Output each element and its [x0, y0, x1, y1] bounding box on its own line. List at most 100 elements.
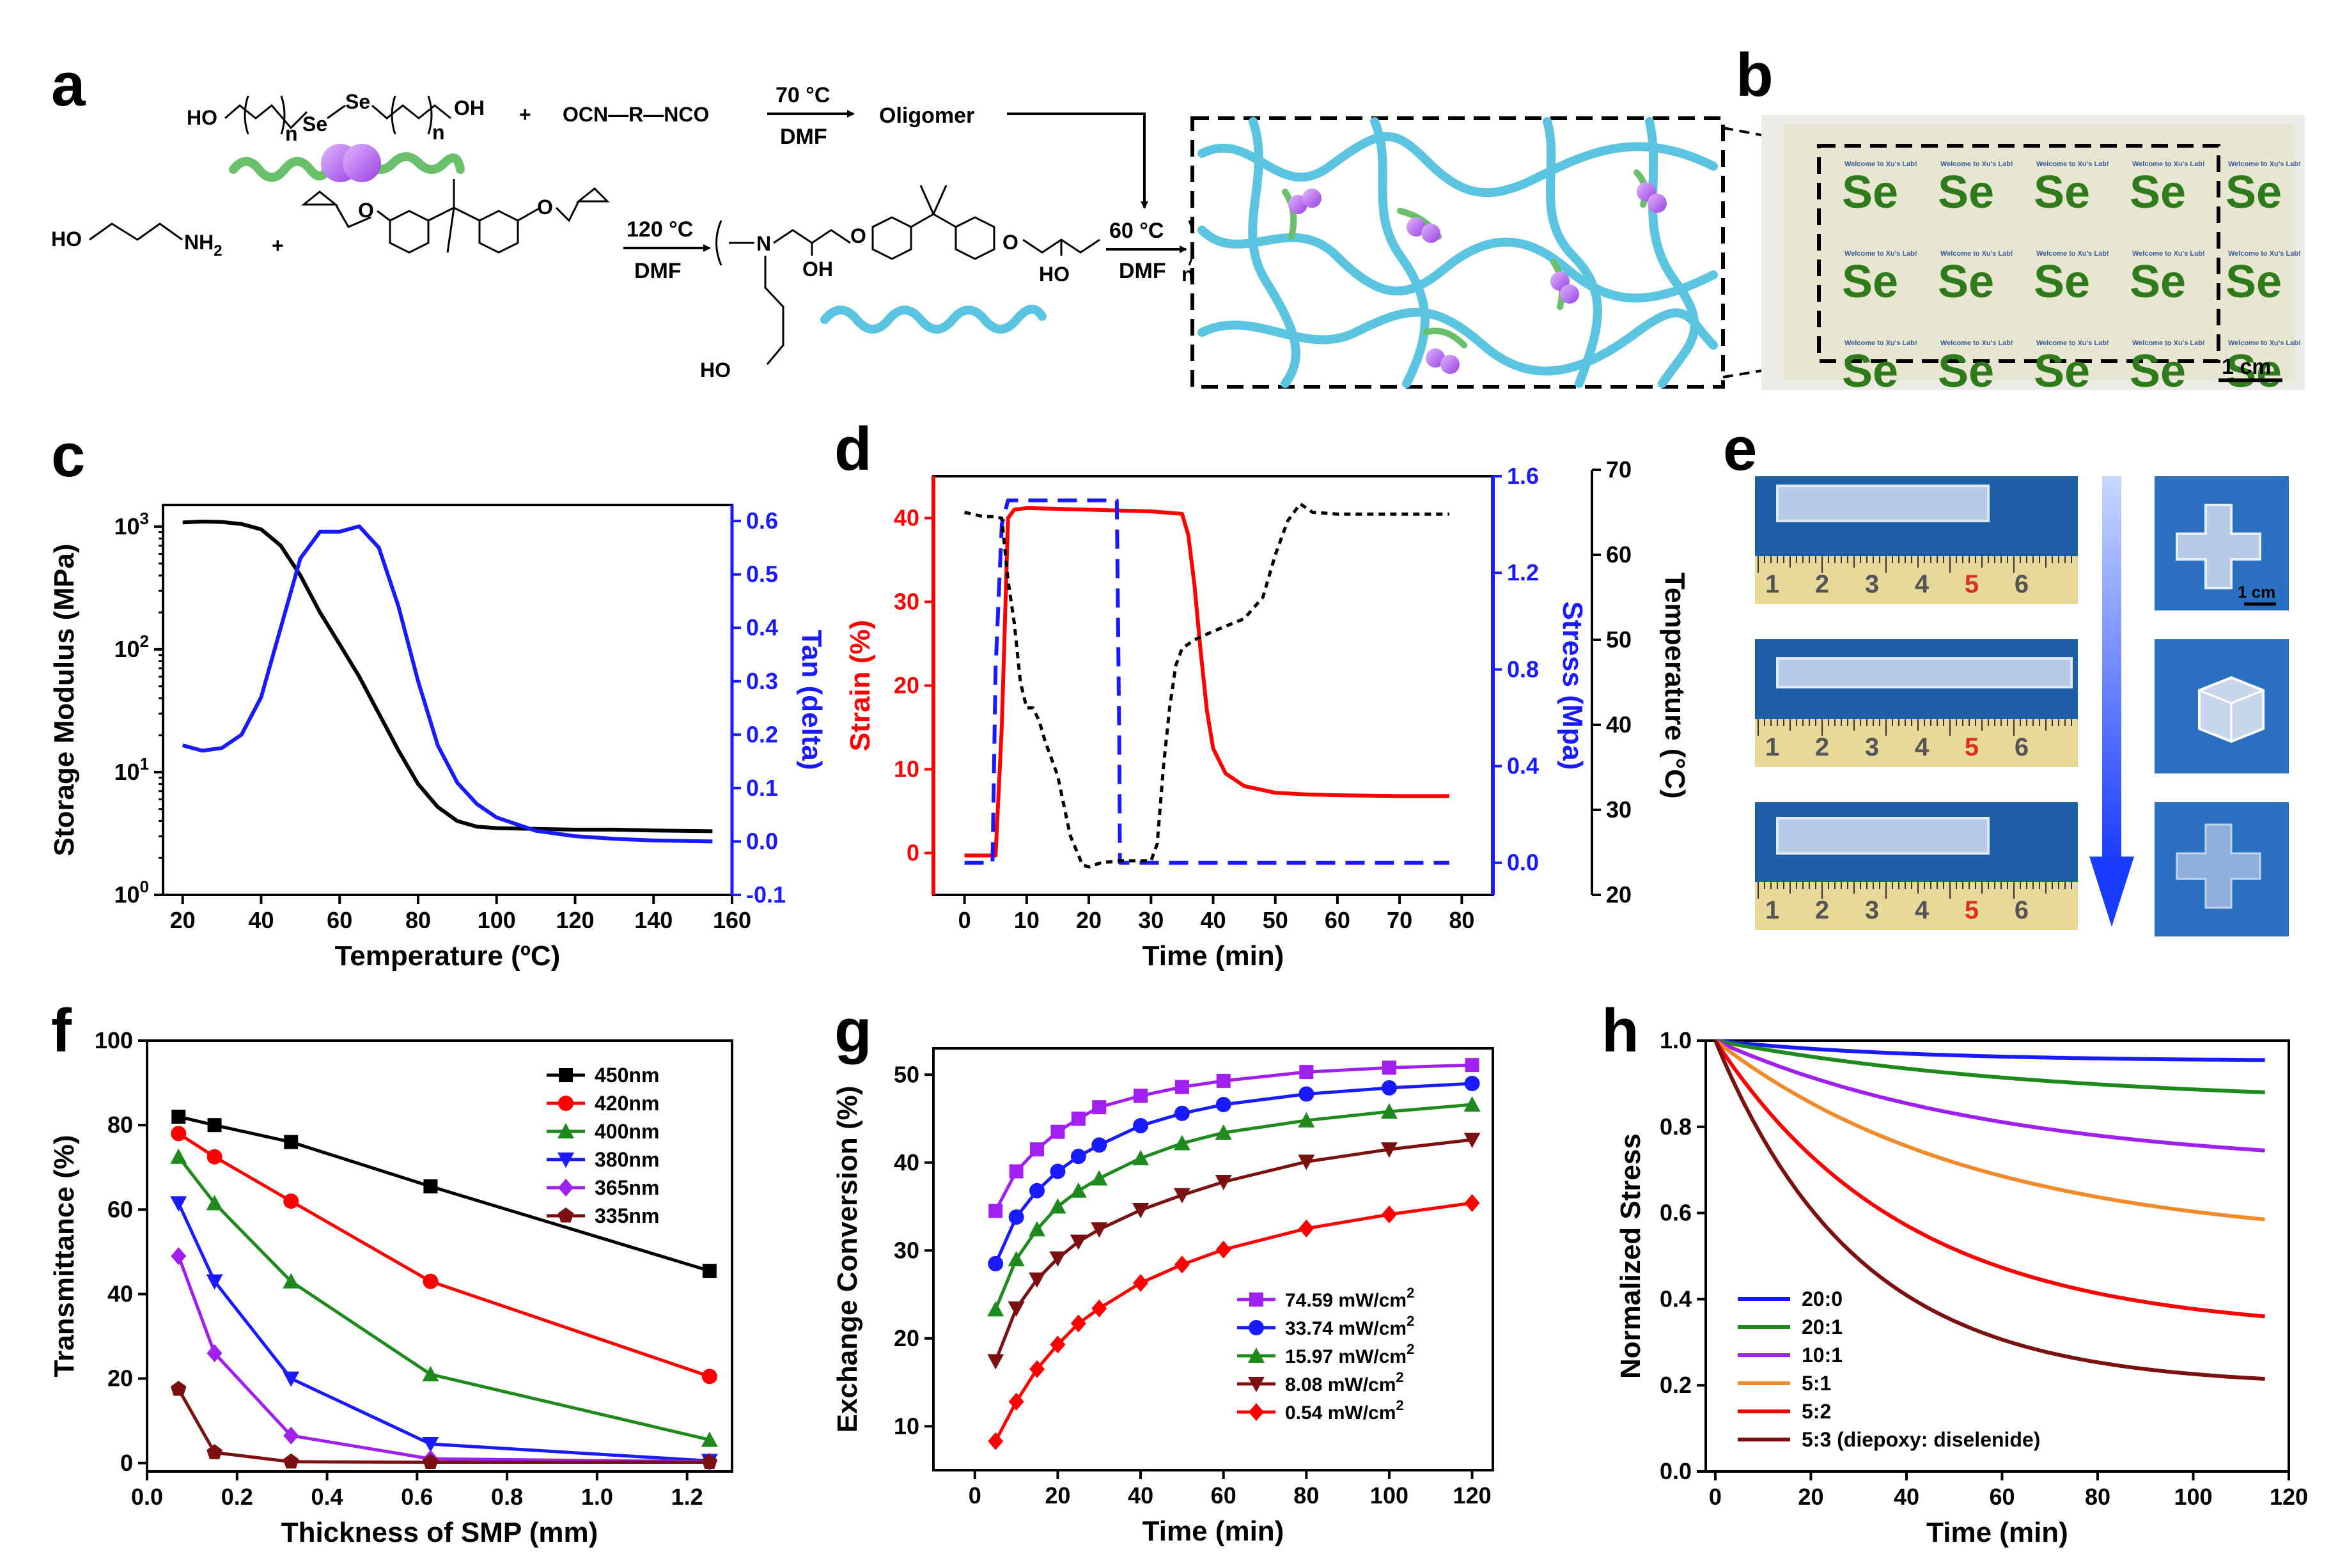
y3-tick-label: 20 [1606, 881, 1632, 908]
panel-label-h: h [1602, 997, 1639, 1065]
x-tick-label: 80 [1293, 1482, 1319, 1509]
data-point [1298, 1112, 1315, 1128]
photo-e: 1 2 3 4 5 6 1 2 3 4 5 6 1 2 3 4 5 6 1 cm [1755, 476, 2289, 936]
plot-frame [162, 504, 733, 896]
se-logo: Se [1938, 167, 1994, 218]
legend-marker [1249, 1292, 1263, 1307]
photo-b-label-text: Welcome to Xu's Lab! [2036, 250, 2109, 258]
y-tick-label: 40 [107, 1280, 133, 1307]
y-tick-label: -0.1 [746, 881, 786, 908]
x-tick-label: 50 [1263, 907, 1288, 933]
data-point [1070, 1314, 1086, 1333]
panel-label-a: a [51, 50, 86, 119]
y-tick-label: 0 [120, 1450, 133, 1476]
origami-photo-3 [2155, 802, 2289, 936]
data-point [988, 1204, 1003, 1218]
data-point [1173, 1188, 1190, 1204]
process-arrow-shaft [2102, 476, 2121, 860]
x-tick-label: 20 [1798, 1484, 1823, 1510]
x-tick-label: 40 [1128, 1482, 1153, 1509]
y-tick-label: 0.0 [1507, 850, 1539, 876]
y-tick-label: 20 [894, 672, 919, 699]
diol-chain-right [371, 104, 451, 120]
y-tick-label: 0.4 [1660, 1285, 1692, 1312]
x-tick-label: 10 [1014, 907, 1040, 933]
chart-c: 20 40 60 80 100 120 140 160 Temperature (ºC) 100 1… [49, 504, 827, 972]
ruler-digit: 6 [2015, 570, 2029, 598]
data-point [701, 1369, 717, 1385]
y-tick-label: 0.6 [1660, 1200, 1692, 1226]
x-tick-label: 80 [2085, 1484, 2110, 1510]
legend-marker [558, 1123, 574, 1138]
se-logo: Se [2130, 167, 2186, 218]
plot-frame [932, 475, 1494, 896]
x-tick-label: 120 [1453, 1482, 1492, 1509]
amine-chain [89, 222, 183, 241]
data-point [1091, 1300, 1107, 1317]
y-tick-label: 1.2 [1507, 559, 1539, 586]
ruler-digit: 2 [1815, 896, 1829, 924]
x-tick-label: 160 [713, 907, 751, 933]
legend-label: 20:1 [1802, 1316, 1843, 1339]
data-point [423, 1273, 439, 1289]
data-point [1132, 1149, 1150, 1165]
x-tick-label: 20 [1045, 1482, 1070, 1509]
ruler-digits: 1 2 3 4 5 6 1 2 3 4 5 6 1 2 3 4 5 6 [1758, 556, 2072, 924]
diol-n2: n [432, 121, 445, 144]
plot-frame [146, 1039, 733, 1473]
y3-tick-label: 40 [1606, 711, 1632, 738]
ruler-digit: 3 [1865, 896, 1879, 924]
x-tick-label: 0.6 [401, 1484, 433, 1510]
data-point [1050, 1335, 1066, 1354]
legend-label: 335nm [595, 1204, 659, 1227]
y-tick-label: 0.6 [746, 508, 778, 534]
strip-photo-2 [1755, 639, 2078, 767]
legend-label: 380nm [595, 1148, 659, 1171]
data-point [170, 1148, 187, 1164]
y-tick-label: 0.8 [1660, 1114, 1692, 1140]
data-point [1008, 1301, 1025, 1317]
data-point [1049, 1251, 1066, 1267]
data-point [283, 1371, 300, 1387]
data-point [207, 1444, 222, 1459]
y3-tick-label: 60 [1606, 541, 1632, 568]
panel-label-e: e [1723, 415, 1757, 483]
y-tick-label: 40 [894, 1149, 919, 1176]
data-point [987, 1301, 1004, 1317]
series-line-2 [994, 1103, 1472, 1310]
data-point [1091, 1222, 1108, 1238]
legend-label: 10:1 [1802, 1344, 1843, 1367]
x-tick-label: 1.0 [581, 1484, 613, 1510]
diol-se1: Se [302, 113, 327, 136]
y3-tick-label: 70 [1606, 456, 1632, 483]
legend-marker [559, 1068, 573, 1082]
x-tick-label: 0 [1709, 1484, 1722, 1510]
photo-b-label-text: Welcome to Xu's Lab! [1940, 250, 2013, 258]
x-tick-label: 70 [1387, 907, 1412, 933]
cond3-temp: 60 °C [1109, 219, 1164, 243]
ruler-digit: 1 [1765, 570, 1779, 598]
diselenide-cartoon-right [363, 152, 465, 174]
legend-label: 20:0 [1802, 1287, 1843, 1310]
data-point [1173, 1135, 1190, 1151]
cond1-solvent: DMF [780, 125, 827, 149]
se-logo: Se [2034, 167, 2090, 218]
data-point [1215, 1124, 1232, 1140]
cond2-temp: 120 °C [627, 217, 693, 242]
y-tick-label: 20 [894, 1325, 919, 1351]
data-point [1091, 1137, 1107, 1153]
linear-polymer-structure: N OH O O HO HO n [700, 185, 1195, 382]
y-tick-label: 0.2 [1660, 1372, 1692, 1398]
data-point [171, 1247, 187, 1265]
data-point [701, 1454, 718, 1469]
data-point [1382, 1060, 1396, 1075]
photo-b-label-text: Welcome to Xu's Lab! [1844, 160, 1917, 168]
data-point [1174, 1080, 1189, 1094]
data-point [1029, 1183, 1045, 1199]
data-point [206, 1195, 223, 1211]
diol-se2: Se [345, 90, 370, 113]
se-logo: Se [1842, 167, 1898, 218]
x-axis-title: Temperature (ºC) [335, 940, 561, 972]
